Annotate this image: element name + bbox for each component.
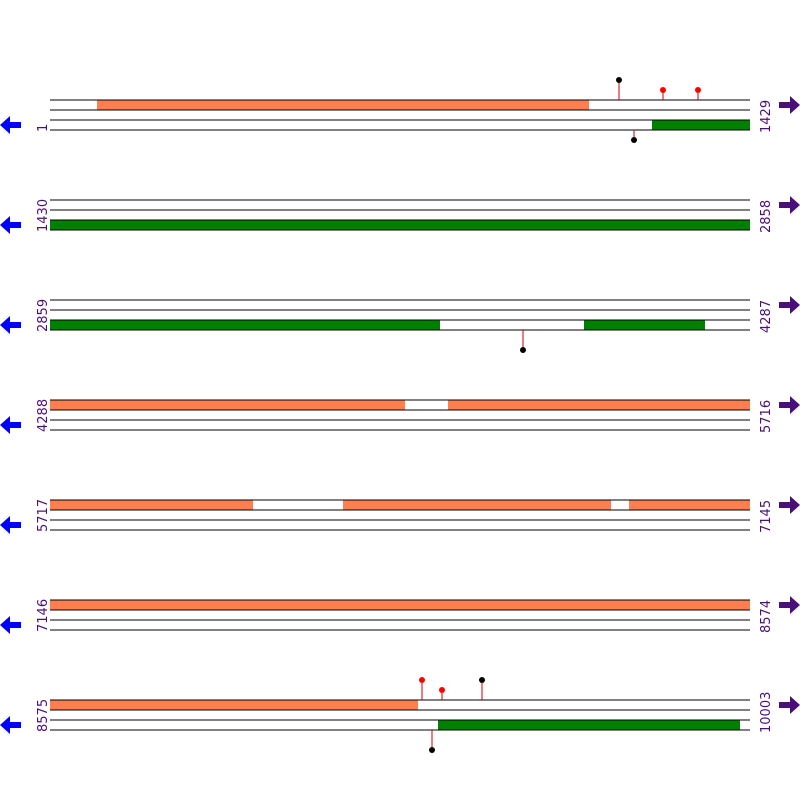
forward-feature: [50, 500, 253, 510]
sequence-row: 8575 10003: [0, 677, 800, 753]
start-label: 5717: [36, 499, 51, 532]
reverse-feature: [50, 320, 440, 330]
forward-feature: [50, 600, 750, 610]
forward-arrow: [779, 596, 800, 614]
site-marker: [631, 137, 637, 143]
end-label: 7145: [759, 500, 774, 533]
site-marker: [419, 677, 425, 683]
forward-feature: [448, 400, 750, 410]
end-label: 1429: [759, 100, 774, 133]
sequence-row: 1430 2858: [0, 196, 800, 234]
sequence-row: 7146 8574: [0, 596, 800, 634]
site-marker: [439, 687, 445, 693]
end-label: 10003: [759, 692, 774, 733]
forward-feature: [97, 100, 589, 110]
start-label: 4288: [36, 399, 51, 432]
end-label: 2858: [759, 200, 774, 233]
start-label: 1430: [36, 199, 51, 232]
sequence-row: 4288 5716: [0, 396, 800, 434]
start-label: 2859: [36, 299, 51, 332]
start-label: 1: [36, 124, 51, 132]
reverse-arrow: [0, 516, 21, 534]
reverse-arrow: [0, 416, 21, 434]
site-marker: [429, 747, 435, 753]
forward-feature: [343, 500, 611, 510]
reverse-feature: [50, 220, 750, 230]
end-label: 4287: [759, 300, 774, 333]
sequence-row: 5717 7145: [0, 496, 800, 534]
start-label: 7146: [36, 599, 51, 632]
forward-arrow: [779, 296, 800, 314]
forward-arrow: [779, 196, 800, 214]
forward-arrow: [779, 496, 800, 514]
site-marker: [520, 347, 526, 353]
forward-feature: [50, 400, 405, 410]
reverse-feature: [438, 720, 740, 730]
reverse-arrow: [0, 316, 21, 334]
sequence-row: 1 1429: [0, 77, 800, 143]
reverse-feature: [652, 120, 750, 130]
reverse-arrow: [0, 716, 21, 734]
forward-feature: [50, 700, 418, 710]
reverse-feature: [584, 320, 705, 330]
start-label: 8575: [36, 699, 51, 732]
reverse-arrow: [0, 216, 21, 234]
forward-arrow: [779, 396, 800, 414]
site-marker: [479, 677, 485, 683]
end-label: 8574: [759, 600, 774, 633]
reverse-arrow: [0, 116, 21, 134]
site-marker: [660, 87, 666, 93]
site-marker: [695, 87, 701, 93]
forward-arrow: [779, 96, 800, 114]
reverse-arrow: [0, 616, 21, 634]
site-marker: [616, 77, 622, 83]
end-label: 5716: [759, 400, 774, 433]
sequence-row: 2859 4287: [0, 296, 800, 353]
forward-arrow: [779, 696, 800, 714]
forward-feature: [629, 500, 750, 510]
